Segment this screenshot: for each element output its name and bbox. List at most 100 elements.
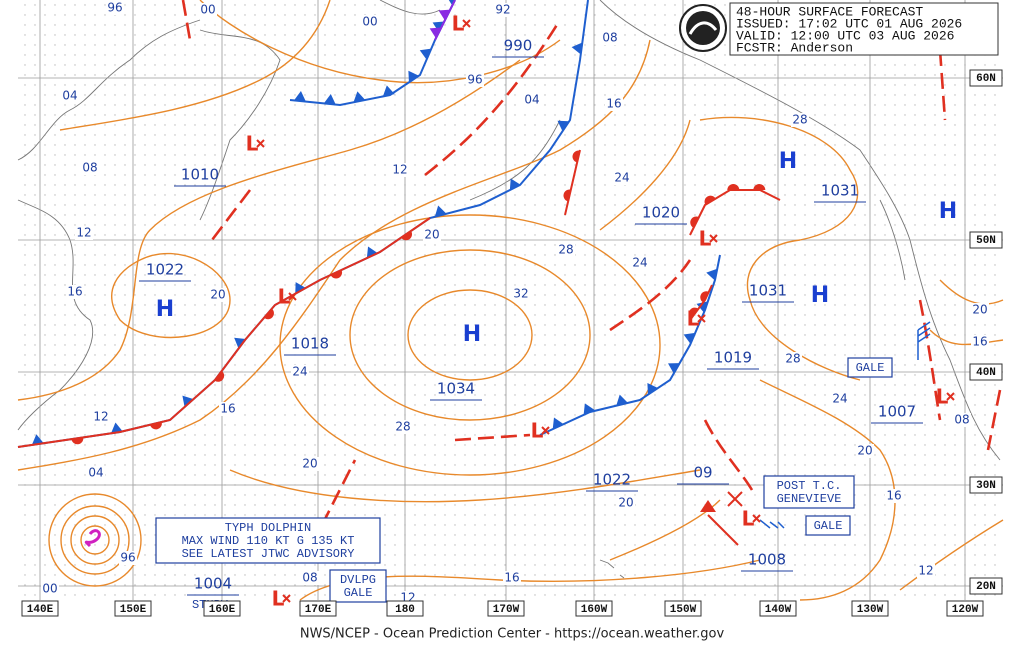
front-triangle bbox=[31, 434, 44, 445]
isobar-label: 00 bbox=[200, 3, 215, 17]
header-box bbox=[679, 2, 999, 56]
lon-label-bg bbox=[386, 600, 424, 617]
isobar-label: 04 bbox=[88, 466, 103, 480]
front-semicircle bbox=[704, 195, 716, 205]
front-triangle bbox=[432, 21, 445, 33]
central-pressure: 1020 bbox=[642, 204, 680, 222]
lon-label-bg bbox=[487, 600, 525, 617]
gale-text: GALE bbox=[814, 519, 843, 533]
isobar-label: 16 bbox=[67, 285, 82, 299]
isobar-label: 12 bbox=[76, 226, 91, 240]
isobar-label-bg bbox=[917, 564, 935, 578]
isobar-label: 24 bbox=[832, 392, 847, 406]
isobar-label-bg bbox=[301, 457, 319, 471]
isobar-label: 28 bbox=[395, 420, 410, 434]
isobar-label-bg bbox=[971, 303, 989, 317]
front-semicircle bbox=[690, 216, 699, 228]
front-semicircle bbox=[264, 308, 274, 320]
isobar-label-bg bbox=[613, 171, 631, 185]
isobar-label-bg bbox=[503, 571, 521, 585]
header-line: ISSUED: 17:02 UTC 01 AUG 2026 bbox=[736, 16, 962, 31]
lon-label-bg bbox=[203, 600, 241, 617]
central-pressure: 1031 bbox=[749, 282, 787, 300]
isobar-label-bg bbox=[66, 285, 84, 299]
isobar-label-bg bbox=[87, 466, 105, 480]
post-tc-text: GENEVIEVE bbox=[777, 492, 842, 506]
isobar-label-bg bbox=[971, 335, 989, 349]
header-line: FCSTR: Anderson bbox=[736, 40, 853, 55]
central-pressure: 1018 bbox=[291, 335, 329, 353]
isobar-label-bg bbox=[199, 3, 217, 17]
front-semicircle bbox=[150, 421, 162, 430]
high-center: H bbox=[779, 149, 797, 174]
isobar-label: 20 bbox=[210, 288, 225, 302]
lat-label-bg bbox=[969, 231, 1003, 249]
footer: NWS/NCEP - Ocean Prediction Center - htt… bbox=[300, 627, 725, 642]
low-cross bbox=[541, 426, 550, 435]
front-triangle bbox=[408, 70, 419, 83]
isobar-label-bg bbox=[953, 413, 971, 427]
low-center: L bbox=[936, 385, 949, 409]
lat-label-bg bbox=[969, 363, 1003, 381]
central-pressure: 990 bbox=[504, 37, 533, 55]
lat-label-bg bbox=[969, 69, 1003, 87]
isobar-label: 12 bbox=[392, 163, 407, 177]
isobar-label-bg bbox=[831, 392, 849, 406]
front-semicircle bbox=[572, 150, 580, 163]
isobar-label: 08 bbox=[602, 31, 617, 45]
storm-track bbox=[707, 514, 739, 546]
longitude-label: 180 bbox=[395, 604, 415, 616]
isobar-label-bg bbox=[617, 496, 635, 510]
low-cross bbox=[709, 234, 718, 243]
isobar-label-bg bbox=[291, 365, 309, 379]
isobar-label-bg bbox=[361, 15, 379, 29]
central-pressure: 1034 bbox=[437, 380, 475, 398]
lon-label-bg bbox=[851, 600, 889, 617]
typhoon-text: SEE LATEST JTWC ADVISORY bbox=[182, 547, 355, 561]
low-cross bbox=[282, 594, 291, 603]
isobar-label-bg bbox=[41, 582, 59, 596]
longitude-label: 140E bbox=[27, 604, 54, 616]
latitude-label: 50N bbox=[976, 235, 996, 247]
lon-label-bg bbox=[759, 600, 797, 617]
isobar-label-bg bbox=[209, 288, 227, 302]
central-pressure: 1010 bbox=[181, 166, 219, 184]
isobar-label: 16 bbox=[972, 335, 987, 349]
isobar-label: 00 bbox=[42, 582, 57, 596]
longitude-label: 170W bbox=[493, 604, 520, 616]
cold-front bbox=[434, 0, 456, 41]
isobar-label: 08 bbox=[954, 413, 969, 427]
header-line: 48-HOUR SURFACE FORECAST bbox=[736, 4, 923, 19]
front-triangle bbox=[295, 282, 306, 294]
central-pressure: 1022 bbox=[593, 471, 631, 489]
isobar-label-bg bbox=[75, 226, 93, 240]
front-semicircle bbox=[727, 184, 740, 190]
front-triangle bbox=[429, 27, 442, 39]
central-pressure: 1004 bbox=[194, 575, 232, 593]
front-triangle bbox=[616, 394, 628, 406]
isobar-label: 20 bbox=[857, 444, 872, 458]
isobar-label-bg bbox=[784, 352, 802, 366]
low-center: L bbox=[452, 12, 465, 36]
isobar-label-bg bbox=[631, 256, 649, 270]
low-cross bbox=[946, 392, 955, 401]
front-semicircle bbox=[71, 437, 84, 445]
track-arrow bbox=[700, 500, 716, 512]
low-center: L bbox=[246, 132, 259, 156]
high-center: H bbox=[463, 322, 481, 347]
isobar-label: 16 bbox=[504, 571, 519, 585]
low-center: L bbox=[742, 507, 755, 531]
central-pressure: 1008 bbox=[748, 551, 786, 569]
front-triangle bbox=[293, 91, 306, 102]
isobar-label: 12 bbox=[93, 410, 108, 424]
front-triangle bbox=[323, 94, 336, 105]
isobar-label: 20 bbox=[618, 496, 633, 510]
latitude-label: 60N bbox=[976, 73, 996, 85]
lon-label-bg bbox=[664, 600, 702, 617]
lat-label-bg bbox=[969, 476, 1003, 494]
fronts bbox=[17, 0, 781, 448]
isobar-label-bg bbox=[81, 161, 99, 175]
front-triangle bbox=[583, 403, 595, 415]
isobar-label-bg bbox=[423, 228, 441, 242]
